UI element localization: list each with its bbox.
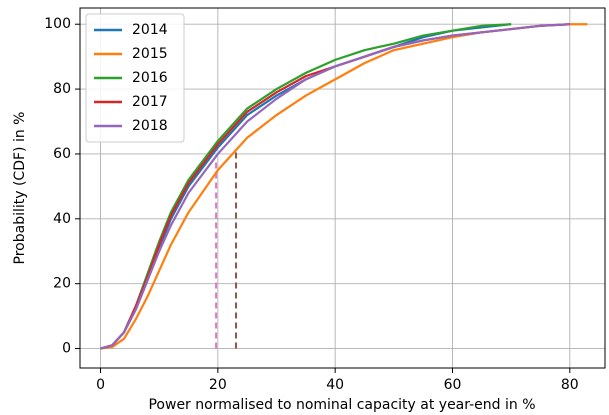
y-tick-label: 20 — [53, 276, 71, 292]
x-tick-label: 0 — [96, 377, 105, 393]
legend: 2014 2015 2016 2017 2018 — [85, 13, 185, 143]
y-tick-label: 100 — [44, 16, 71, 32]
y-axis-label: Probability (CDF) in % — [12, 112, 28, 265]
legend-label: 2015 — [132, 46, 168, 62]
legend-label: 2017 — [132, 94, 168, 110]
x-tick-label: 60 — [444, 377, 462, 393]
x-axis-label: Power normalised to nominal capacity at … — [148, 397, 535, 413]
plot-frame — [79, 7, 606, 369]
y-tick-label: 80 — [53, 81, 71, 97]
x-tick-label: 80 — [561, 377, 579, 393]
y-tick-label: 60 — [53, 146, 71, 162]
y-tick-label: 40 — [53, 211, 71, 227]
data-line — [100, 23, 570, 350]
x-tick-label: 20 — [209, 377, 227, 393]
legend-label: 2016 — [132, 70, 168, 86]
legend-box — [85, 13, 185, 143]
y-tick-label: 0 — [62, 341, 71, 357]
legend-label: 2014 — [132, 22, 168, 38]
legend-label: 2018 — [132, 118, 168, 134]
x-tick-label: 40 — [326, 377, 344, 393]
